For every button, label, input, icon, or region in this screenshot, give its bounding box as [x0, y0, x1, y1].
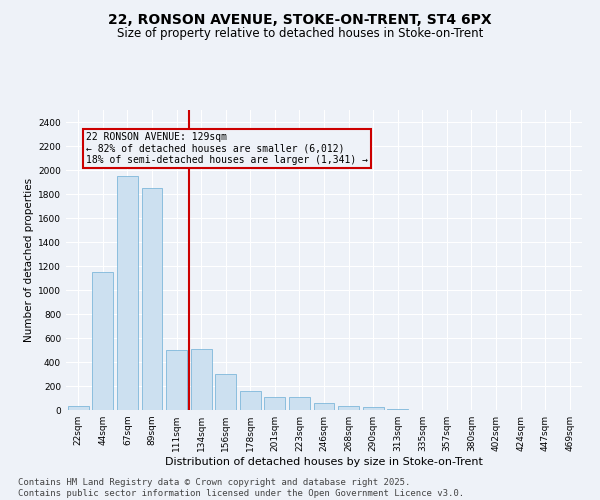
Bar [338, 406, 359, 410]
Bar [92, 272, 113, 410]
Bar [142, 188, 163, 410]
Bar [240, 392, 261, 410]
X-axis label: Distribution of detached houses by size in Stoke-on-Trent: Distribution of detached houses by size … [165, 457, 483, 467]
Bar [68, 406, 89, 410]
Bar [215, 374, 236, 410]
Bar [117, 176, 138, 410]
Bar [265, 398, 286, 410]
Text: Size of property relative to detached houses in Stoke-on-Trent: Size of property relative to detached ho… [117, 28, 483, 40]
Bar [362, 407, 383, 410]
Bar [191, 349, 212, 410]
Text: 22, RONSON AVENUE, STOKE-ON-TRENT, ST4 6PX: 22, RONSON AVENUE, STOKE-ON-TRENT, ST4 6… [108, 12, 492, 26]
Text: Contains HM Land Registry data © Crown copyright and database right 2025.
Contai: Contains HM Land Registry data © Crown c… [18, 478, 464, 498]
Y-axis label: Number of detached properties: Number of detached properties [24, 178, 34, 342]
Bar [289, 398, 310, 410]
Bar [166, 350, 187, 410]
Text: 22 RONSON AVENUE: 129sqm
← 82% of detached houses are smaller (6,012)
18% of sem: 22 RONSON AVENUE: 129sqm ← 82% of detach… [86, 132, 368, 165]
Bar [314, 404, 334, 410]
